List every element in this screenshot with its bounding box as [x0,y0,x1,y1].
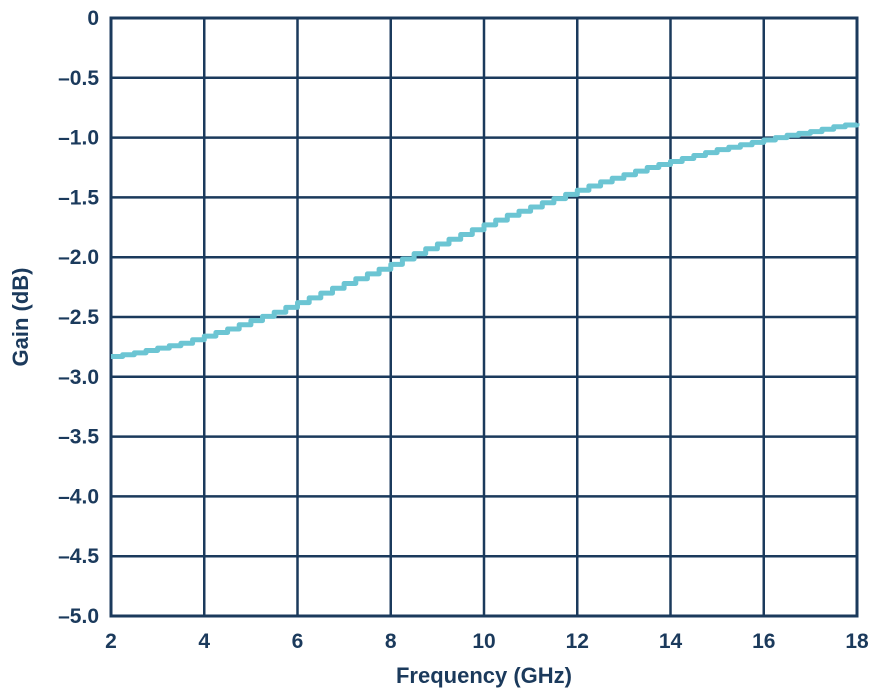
x-axis-label: Frequency (GHz) [396,663,572,688]
x-tick-label: 6 [292,630,304,653]
y-tick-label: –5.0 [58,605,99,628]
y-tick-label: 0 [87,7,99,30]
y-tick-label: –4.5 [58,545,99,568]
y-tick-label: –4.0 [58,485,99,508]
x-tick-label: 14 [659,630,683,653]
y-axis-ticks: 0 –0.5 –1.0 –1.5 –2.0 –2.5 –3.0 –3.5 –4.0 –4.5 –5.… [58,7,99,628]
x-tick-label: 10 [472,630,495,653]
series-layer [110,122,860,359]
y-tick-label: –0.5 [58,67,99,90]
plot-area-border [109,16,859,618]
y-tick-label: –1.5 [58,186,99,209]
y-tick-label: –3.5 [58,426,99,449]
x-axis-ticks: 2 4 6 8 10 12 14 16 18 [105,630,869,653]
y-axis-label: Gain (dB) [8,268,33,367]
x-tick-label: 16 [752,630,775,653]
x-tick-label: 8 [385,630,397,653]
x-tick-label: 18 [845,630,869,653]
grid-lines [109,16,859,618]
y-tick-label: –2.0 [58,246,99,269]
y-tick-label: –1.0 [58,127,99,150]
y-tick-label: –2.5 [58,306,99,329]
x-tick-label: 4 [198,630,210,653]
x-tick-label: 12 [566,630,589,653]
y-tick-label: –3.0 [58,366,99,389]
x-tick-label: 2 [105,630,117,653]
